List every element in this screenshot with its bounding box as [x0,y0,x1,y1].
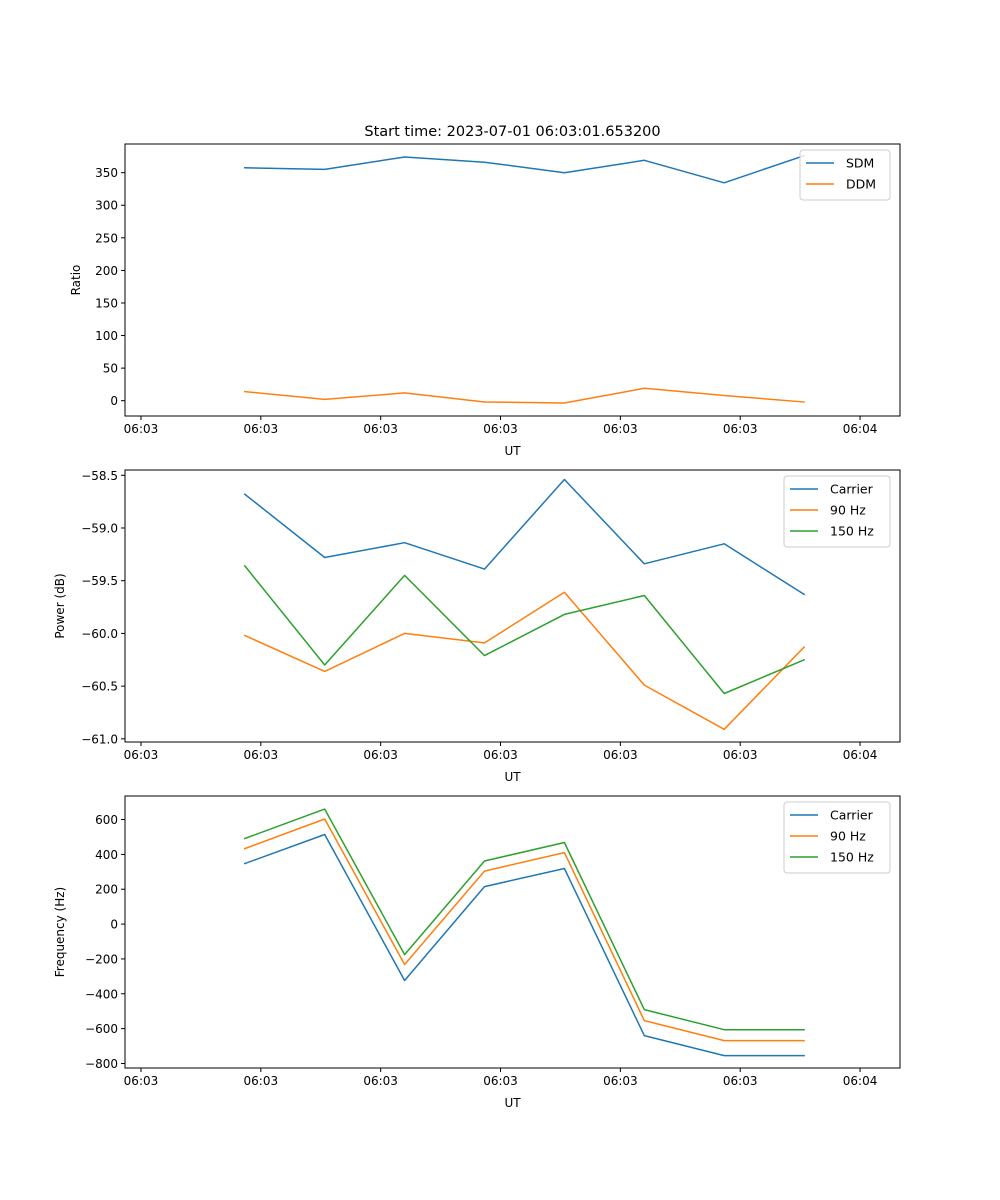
series-line-90-hz [243,818,805,1042]
x-axis-label: UT [504,444,521,458]
subplot-3: 06:03 06:03 06:03 06:03 06:03 06:03 06:04 −800 −… [53,795,901,1110]
x-tick-label: 06:03 [363,748,398,762]
y-axis-label: Frequency (Hz) [53,887,67,978]
y-axis-label: Power (dB) [53,573,67,638]
y-tick-label: −60.0 [81,627,118,641]
axes-frame [124,795,901,1069]
x-tick-label: 06:03 [723,1074,758,1088]
x-tick-label: 06:03 [723,422,758,436]
y-tick-label: 100 [95,329,118,343]
y-tick-label: −600 [85,1022,118,1036]
y-tick-label: −400 [85,987,118,1001]
x-tick-label: 06:03 [124,422,159,436]
x-tick-label: 06:03 [483,1074,518,1088]
x-tick-label: 06:03 [124,748,159,762]
legend-box [783,801,891,874]
x-tick-label: 06:03 [603,748,638,762]
y-tick-label: −800 [85,1057,118,1071]
y-tick-label: −60.5 [81,680,118,694]
x-tick-label: 06:04 [843,748,878,762]
y-tick-label: −58.5 [81,469,118,483]
x-tick-label: 06:03 [483,748,518,762]
series-line-carrier [243,833,805,1057]
x-tick-label: 06:03 [603,422,638,436]
y-tick-label: 600 [95,813,118,827]
y-tick-label: 400 [95,848,118,862]
subplot-2: 06:03 06:03 06:03 06:03 06:03 06:03 06:04 −61.0… [53,469,901,784]
legend-box [783,475,891,548]
legend-label: Carrier [830,482,874,497]
y-tick-label: −59.0 [81,521,118,535]
legend: Carrier 90 Hz 150 Hz [783,801,891,874]
legend-label: Carrier [830,808,874,823]
x-axis-label: UT [504,1096,521,1110]
x-tick-label: 06:03 [244,748,279,762]
legend-label: 90 Hz [830,503,866,518]
legend-label: 90 Hz [830,829,866,844]
chart-title: Start time: 2023-07-01 06:03:01.653200 [364,124,660,140]
y-tick-label: 150 [95,296,118,310]
axes-frame [124,143,901,417]
y-tick-label: −200 [85,952,118,966]
y-tick-label: 200 [95,264,118,278]
y-tick-label: −61.0 [81,732,118,746]
y-tick-label: 0 [110,394,118,408]
series-line-ddm [243,387,805,404]
series-line-sdm [244,154,806,184]
axes-frame [124,469,901,743]
legend-box [799,149,891,201]
y-tick-label: −59.5 [81,574,118,588]
x-tick-label: 06:04 [843,1074,878,1088]
x-tick-label: 06:03 [483,422,518,436]
x-tick-label: 06:03 [363,1074,398,1088]
x-tick-label: 06:04 [843,422,878,436]
subplot-1: 06:03 06:03 06:03 06:03 06:03 06:03 06:04 0 50 10… [69,143,901,458]
x-tick-label: 06:03 [723,748,758,762]
series-line-90-hz [243,591,806,731]
x-axis-label: UT [504,770,521,784]
x-tick-label: 06:03 [124,1074,159,1088]
x-tick-label: 06:03 [244,1074,279,1088]
y-tick-label: 50 [103,362,118,376]
series-line-carrier [243,478,806,596]
legend-label: 150 Hz [830,524,874,539]
legend: SDM DDM [799,149,891,201]
series-line-150-hz [243,564,806,695]
legend-label: 150 Hz [830,850,874,865]
x-tick-label: 06:03 [603,1074,638,1088]
x-tick-label: 06:03 [244,422,279,436]
y-tick-label: 0 [110,918,118,932]
y-tick-label: 350 [95,166,118,180]
y-tick-label: 200 [95,883,118,897]
legend-label: DDM [846,177,876,192]
legend: Carrier 90 Hz 150 Hz [783,475,891,548]
y-axis-label: Ratio [69,265,83,296]
y-tick-label: 300 [95,199,118,213]
legend-label: SDM [846,156,874,171]
x-tick-label: 06:03 [363,422,398,436]
series-line-150-hz [243,808,805,1031]
y-tick-label: 250 [95,231,118,245]
